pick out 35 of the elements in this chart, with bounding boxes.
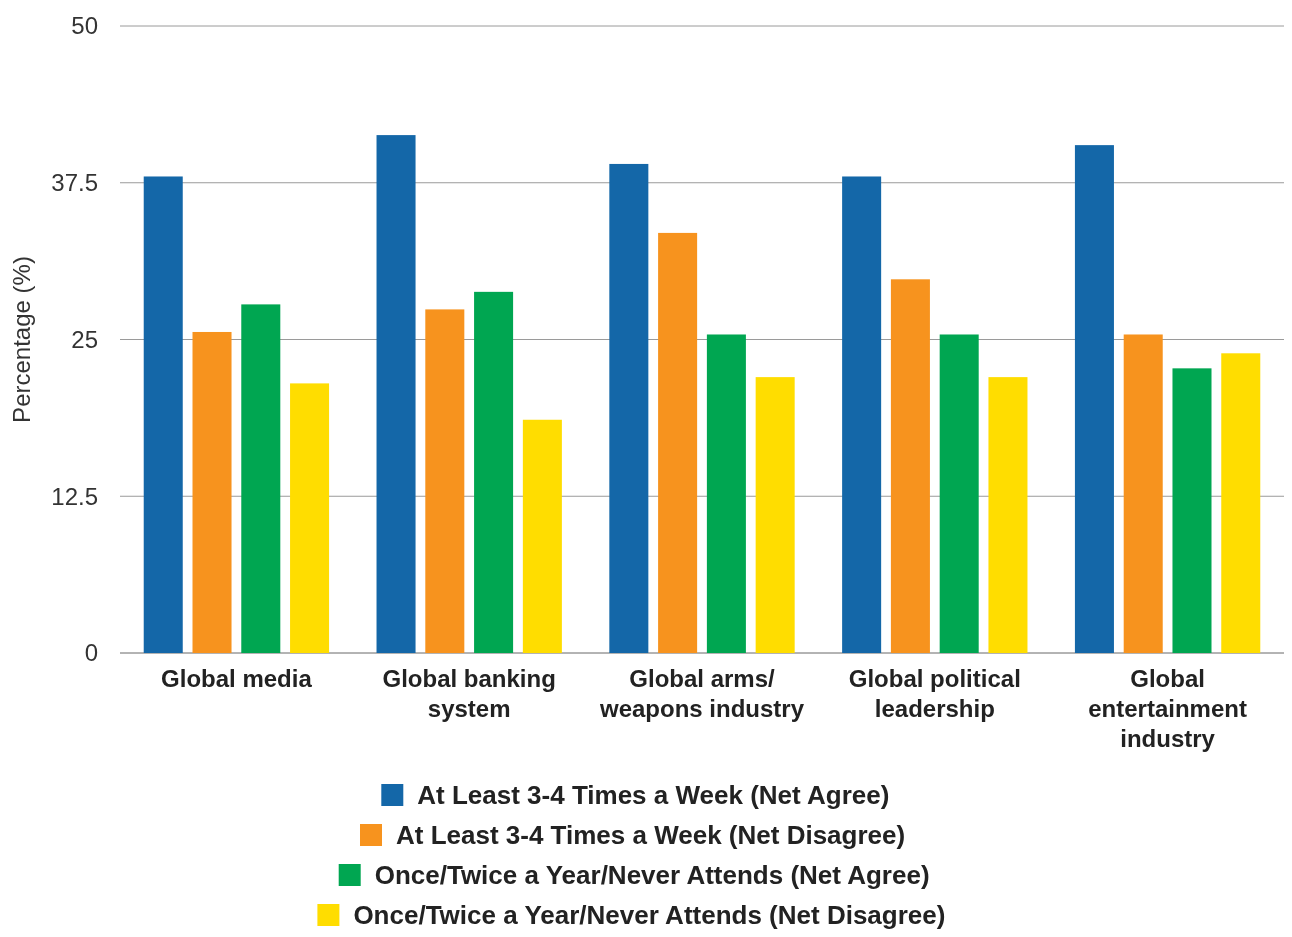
- bar: [1123, 334, 1163, 653]
- legend-label: At Least 3-4 Times a Week (Net Disagree): [396, 820, 906, 851]
- legend-label: At Least 3-4 Times a Week (Net Agree): [417, 780, 890, 811]
- bar: [192, 331, 232, 653]
- y-tick-label: 25: [71, 325, 98, 353]
- bar: [658, 232, 698, 653]
- bar: [1172, 368, 1212, 653]
- x-tick-label: Global entertainment industry: [1088, 665, 1247, 752]
- bar: [474, 291, 514, 653]
- x-tick-label: Global media: [161, 665, 313, 692]
- bar: [143, 176, 183, 653]
- bar: [241, 304, 281, 653]
- y-tick-label: 50: [71, 12, 98, 40]
- bar: [1221, 353, 1261, 653]
- bar: [842, 176, 882, 653]
- y-axis-title: Percentage (%): [8, 256, 35, 423]
- bar: [522, 419, 562, 653]
- bar: [376, 135, 416, 653]
- x-tick-label: Global political leadership: [848, 665, 1021, 722]
- bar: [1074, 145, 1114, 653]
- x-tick-label: Global arms/ weapons industry: [598, 665, 805, 722]
- bar: [988, 377, 1028, 653]
- bar: [755, 377, 795, 653]
- bar: [425, 309, 465, 653]
- y-tick-label: 0: [84, 639, 98, 667]
- legend-label: Once/Twice a Year/Never Attends (Net Agree): [374, 860, 930, 891]
- bar: [939, 334, 979, 653]
- y-tick-label: 37.5: [51, 169, 98, 197]
- bar: [890, 279, 930, 653]
- legend-label: Once/Twice a Year/Never Attends (Net Disagree): [353, 900, 946, 931]
- x-tick-label: Global banking system: [382, 665, 556, 722]
- y-tick-label: 12.5: [51, 482, 98, 510]
- bar: [609, 163, 649, 653]
- bar: [706, 334, 746, 653]
- bar: [290, 383, 330, 653]
